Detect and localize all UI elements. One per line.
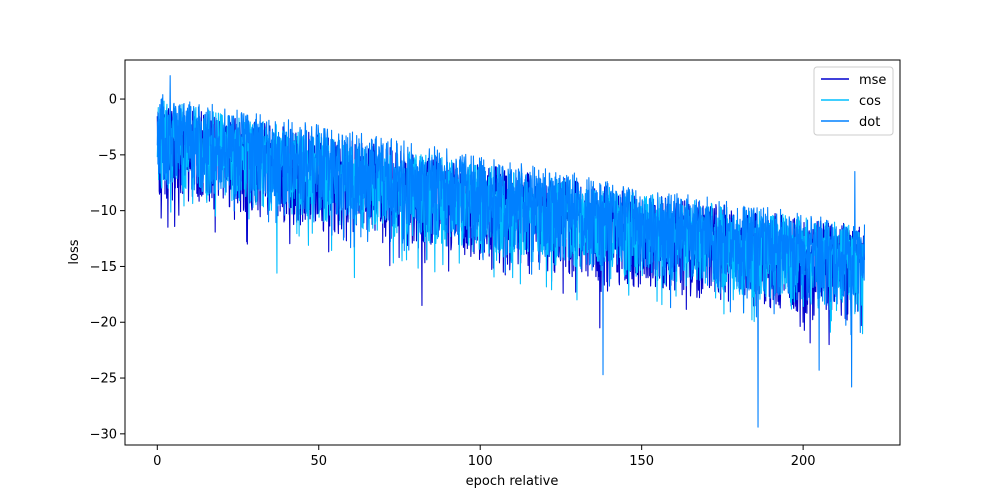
x-axis-label: epoch relative [466,474,559,489]
legend-label-cos: cos [859,94,881,109]
series-layer [156,75,866,428]
x-tick-label: 0 [153,454,161,469]
x-axis: 0 50 100 150 200 [153,445,816,469]
series-line-dot [156,75,866,428]
plot-frame [124,59,901,446]
y-tick-label: 0 [109,93,117,108]
y-tick-label: −30 [90,427,117,442]
x-tick-label: 50 [310,454,327,469]
x-tick-label: 150 [629,454,654,469]
legend-label-dot: dot [859,115,880,130]
x-tick-label: 200 [791,454,816,469]
legend: mse cos dot [813,66,894,136]
y-tick-label: −10 [90,204,117,219]
y-axis: 0 −5 −10 −15 −20 −25 −30 [90,93,125,442]
legend-label-mse: mse [859,73,886,88]
y-tick-label: −15 [90,260,117,275]
y-tick-label: −25 [90,372,117,387]
y-tick-label: −5 [98,148,117,163]
legend-box [813,66,894,136]
x-tick-label: 100 [468,454,493,469]
y-axis-label: loss [67,239,82,264]
y-tick-label: −20 [90,316,117,331]
